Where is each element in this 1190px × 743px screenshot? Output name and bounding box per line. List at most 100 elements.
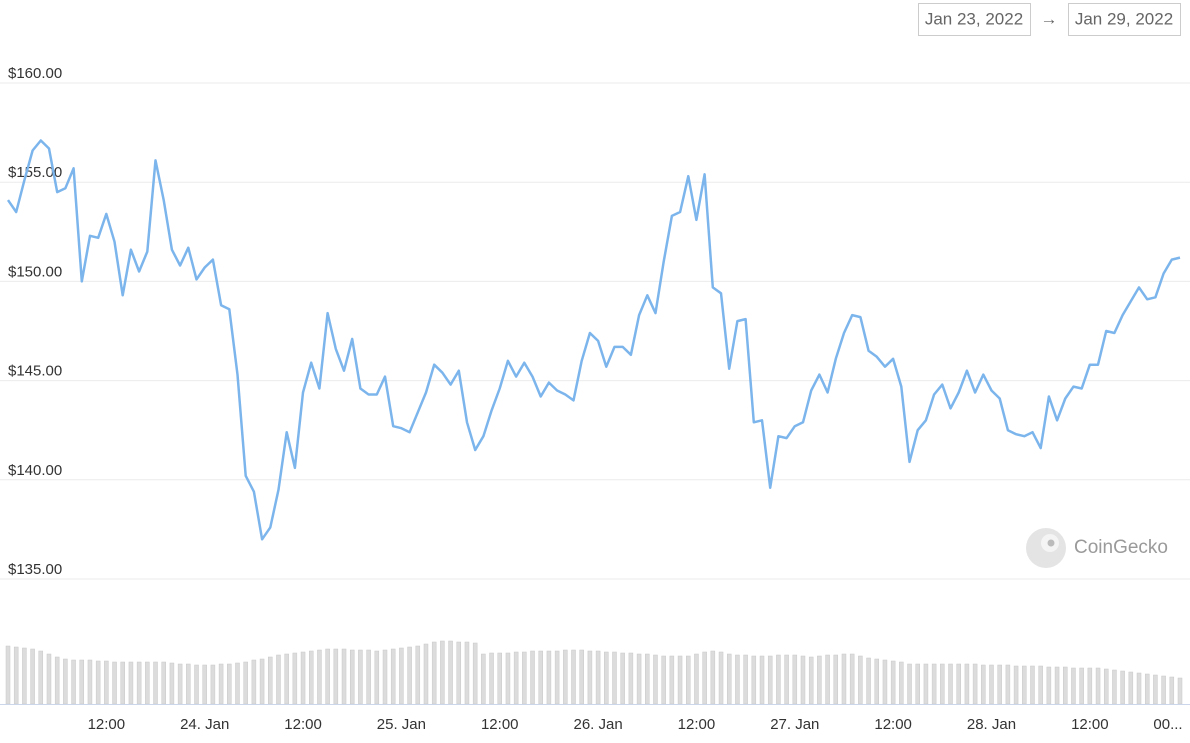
volume-bar xyxy=(161,661,166,705)
volume-bar xyxy=(1071,667,1076,705)
volume-bar xyxy=(735,654,740,705)
volume-bar xyxy=(227,663,232,705)
volume-bar xyxy=(464,641,470,705)
x-tick-label: 12:00 xyxy=(88,716,126,733)
volume-bar xyxy=(981,664,986,705)
x-tick-label: 25. Jan xyxy=(377,716,426,733)
volume-bar xyxy=(890,660,896,705)
volume-bar xyxy=(931,663,937,705)
volume-bar xyxy=(276,654,281,705)
volume-bar xyxy=(587,650,593,705)
volume-bar xyxy=(284,653,289,705)
volume-bar xyxy=(849,653,855,705)
volume-bar xyxy=(481,653,486,705)
volume-bar xyxy=(792,654,798,705)
volume-bar xyxy=(858,655,863,705)
volume-bar xyxy=(571,649,576,705)
volume-bar xyxy=(1169,676,1175,705)
volume-bar xyxy=(71,659,76,705)
volume-bar xyxy=(431,641,437,705)
volume-bar xyxy=(38,650,44,705)
volume-bar xyxy=(800,655,806,705)
volume-bar xyxy=(1161,675,1166,705)
volume-bar xyxy=(513,651,519,705)
volume-bar xyxy=(997,664,1002,705)
volume-bar xyxy=(825,654,830,705)
volume-bar xyxy=(726,653,732,705)
volume-bar xyxy=(940,663,945,705)
volume-bar xyxy=(972,663,978,705)
volume-bar xyxy=(54,656,60,705)
volume-bar xyxy=(866,657,871,705)
volume-bar xyxy=(13,646,19,705)
volume-bar xyxy=(595,650,601,705)
x-tick-label: 12:00 xyxy=(1071,716,1109,733)
volume-bar xyxy=(505,652,511,705)
volume-bar xyxy=(407,646,412,705)
volume-bar xyxy=(95,660,101,705)
volume-bar xyxy=(145,661,150,705)
x-tick-label: 12:00 xyxy=(284,716,322,733)
volume-bar xyxy=(899,661,904,705)
range-start[interactable]: Jan 23, 2022 xyxy=(925,9,1023,28)
volume-bar xyxy=(1005,664,1011,705)
x-tick-label: 00... xyxy=(1153,716,1182,733)
volume-bar xyxy=(259,658,265,705)
y-tick-label: $135.00 xyxy=(8,561,62,578)
y-tick-label: $155.00 xyxy=(8,164,62,181)
volume-bar xyxy=(423,643,429,705)
volume-bar xyxy=(1153,674,1158,705)
volume-bar xyxy=(243,661,248,705)
y-tick-label: $150.00 xyxy=(8,263,62,280)
volume-bar xyxy=(538,650,543,705)
volume-bar xyxy=(776,654,781,705)
volume-bar xyxy=(1038,665,1043,705)
volume-bar xyxy=(308,650,314,705)
price-line xyxy=(6,139,1181,541)
volume-bar xyxy=(1063,666,1068,705)
x-tick-label: 12:00 xyxy=(678,716,716,733)
volume-bar xyxy=(882,659,888,705)
volume-bar xyxy=(448,640,453,705)
volume-bar xyxy=(1128,671,1134,705)
volume-bar xyxy=(1177,677,1183,705)
price-layer: $135.00 $140.00 $145.00 $150.00 $155.00 $160.… xyxy=(0,65,1190,733)
volume-bar xyxy=(153,661,158,705)
volume-bar xyxy=(956,663,961,705)
range-end-box[interactable] xyxy=(1068,3,1181,36)
y-tick-label: $145.00 xyxy=(8,363,62,380)
volume-bar xyxy=(1013,665,1019,705)
x-tick-label: 12:00 xyxy=(481,716,519,733)
volume-bar xyxy=(620,652,625,705)
volume-bar xyxy=(235,662,240,705)
volume-bar xyxy=(1112,669,1117,705)
volume-bar xyxy=(784,654,789,705)
watermark-logo xyxy=(1026,528,1066,568)
y-tick-label: $140.00 xyxy=(8,462,62,479)
x-tick-label: 28. Jan xyxy=(967,716,1016,733)
range-end[interactable]: Jan 29, 2022 xyxy=(1075,9,1173,28)
range-start-box[interactable] xyxy=(918,3,1031,36)
volume-bar xyxy=(923,663,929,705)
volume-bar xyxy=(112,661,117,705)
volume-bar xyxy=(563,649,568,705)
volume-bar xyxy=(79,659,85,705)
volume-bar xyxy=(751,655,757,705)
volume-bar xyxy=(300,651,306,705)
volume-bar xyxy=(333,648,339,705)
volume-bar xyxy=(808,656,814,705)
volume-bar xyxy=(604,651,609,705)
volume-bar xyxy=(1054,666,1060,705)
volume-bar xyxy=(5,645,11,705)
volume-bar xyxy=(841,653,847,705)
volume-bar xyxy=(694,653,699,705)
volume-bar xyxy=(1136,672,1142,705)
volume-bar xyxy=(497,652,502,705)
volume-bar xyxy=(636,653,642,705)
range-separator: → xyxy=(1041,9,1058,28)
volume-bar xyxy=(522,651,527,705)
volume-bar xyxy=(817,655,822,705)
volume-bar xyxy=(907,663,912,705)
watermark: CoinGecko xyxy=(1074,537,1168,558)
volume-bar xyxy=(317,649,322,705)
